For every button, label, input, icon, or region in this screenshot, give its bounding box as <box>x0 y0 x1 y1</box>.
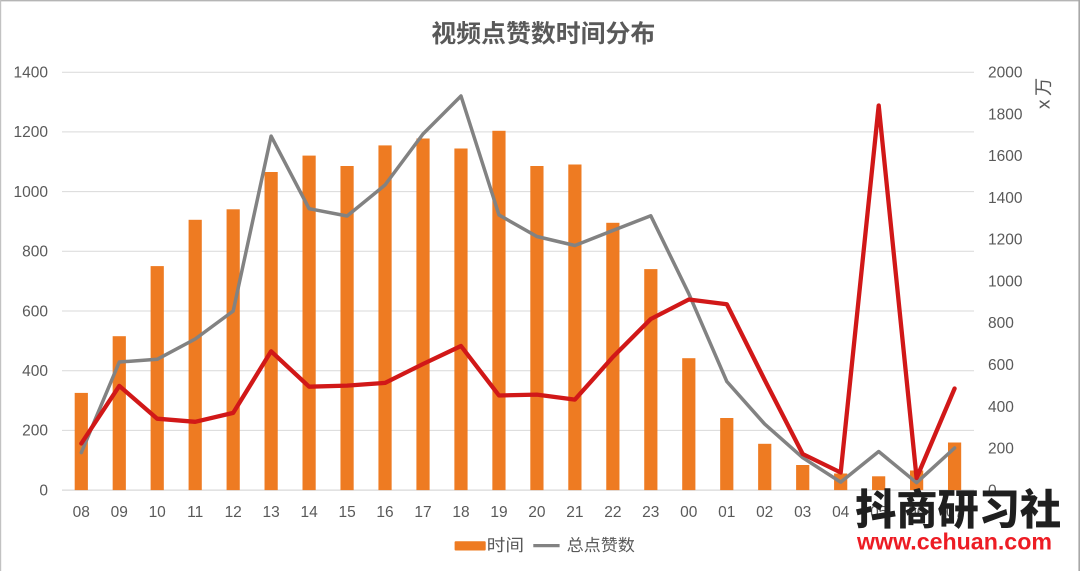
svg-text:19: 19 <box>490 504 507 521</box>
svg-text:200: 200 <box>988 441 1014 458</box>
svg-text:400: 400 <box>22 363 48 380</box>
svg-text:1000: 1000 <box>988 273 1023 290</box>
svg-text:0: 0 <box>39 482 48 499</box>
svg-text:23: 23 <box>642 504 659 521</box>
svg-text:www.cehuan.com: www.cehuan.com <box>856 529 1052 555</box>
svg-text:200: 200 <box>22 423 48 440</box>
svg-text:600: 600 <box>988 357 1014 374</box>
svg-text:10: 10 <box>149 504 167 521</box>
svg-text:02: 02 <box>756 504 773 521</box>
svg-text:12: 12 <box>225 504 242 521</box>
svg-text:800: 800 <box>988 315 1014 332</box>
svg-text:1600: 1600 <box>988 148 1023 165</box>
svg-text:600: 600 <box>22 303 48 320</box>
svg-text:13: 13 <box>262 504 279 521</box>
svg-text:04: 04 <box>832 504 850 521</box>
svg-text:17: 17 <box>414 504 431 521</box>
svg-text:18: 18 <box>452 504 469 521</box>
svg-text:1400: 1400 <box>14 65 49 82</box>
svg-text:21: 21 <box>566 504 583 521</box>
svg-text:00: 00 <box>680 504 698 521</box>
svg-text:09: 09 <box>111 504 128 521</box>
svg-text:22: 22 <box>604 504 621 521</box>
svg-text:16: 16 <box>376 504 393 521</box>
svg-text:2000: 2000 <box>988 65 1023 82</box>
svg-text:20: 20 <box>528 504 546 521</box>
svg-text:1400: 1400 <box>988 190 1023 207</box>
svg-text:15: 15 <box>338 504 355 521</box>
svg-text:03: 03 <box>794 504 811 521</box>
svg-text:14: 14 <box>300 504 318 521</box>
svg-text:01: 01 <box>718 504 735 521</box>
svg-text:1000: 1000 <box>14 184 49 201</box>
svg-text:800: 800 <box>22 244 48 261</box>
svg-text:1200: 1200 <box>14 124 49 141</box>
svg-text:11: 11 <box>187 504 203 521</box>
svg-text:1800: 1800 <box>988 106 1023 123</box>
svg-text:08: 08 <box>73 504 90 521</box>
svg-text:400: 400 <box>988 399 1014 416</box>
svg-text:1200: 1200 <box>988 232 1023 249</box>
